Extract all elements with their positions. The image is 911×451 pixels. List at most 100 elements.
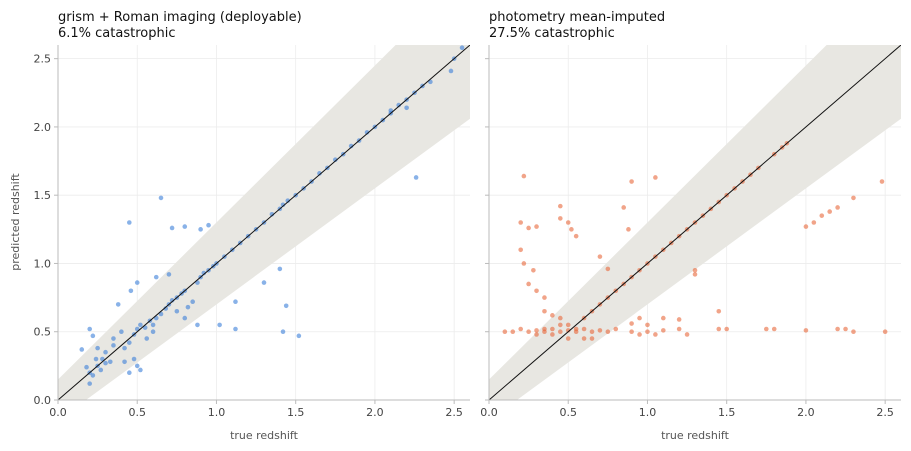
identity-line	[58, 45, 470, 400]
data-point	[95, 345, 100, 351]
data-point	[653, 175, 658, 180]
y-axis-label: predicted redshift	[9, 173, 22, 271]
data-point	[261, 280, 267, 285]
data-point	[518, 247, 523, 253]
data-point	[550, 332, 555, 337]
data-point	[581, 326, 587, 332]
data-point	[626, 227, 631, 232]
data-point	[521, 173, 527, 179]
data-point	[111, 336, 116, 341]
y-tick-label: 0.0	[34, 394, 52, 407]
x-axis-label: true redshift	[661, 429, 730, 442]
x-tick-label: 1.5	[287, 406, 305, 419]
data-point	[629, 321, 634, 326]
data-point	[518, 326, 523, 332]
data-point	[169, 225, 175, 231]
y-tick-label: 1.5	[34, 189, 52, 202]
data-point	[163, 306, 169, 311]
data-point	[280, 202, 286, 208]
y-tick-label: 2.5	[34, 53, 52, 66]
data-point	[285, 198, 291, 203]
data-point	[233, 326, 238, 332]
data-point	[565, 336, 571, 341]
data-point	[413, 175, 419, 180]
data-point	[127, 370, 132, 375]
data-point	[122, 359, 127, 365]
data-point	[531, 267, 536, 273]
data-point	[158, 195, 164, 201]
data-point	[115, 302, 121, 307]
data-point	[581, 336, 587, 341]
data-point	[150, 322, 156, 328]
data-point	[645, 329, 650, 335]
data-point	[605, 266, 611, 272]
y-tick-label: 2.0	[34, 121, 52, 134]
x-tick-label: 1.0	[639, 406, 657, 419]
data-point	[661, 315, 666, 321]
data-point	[90, 333, 96, 339]
data-point	[573, 326, 579, 332]
data-point	[637, 315, 642, 321]
data-point	[534, 332, 539, 337]
data-point	[629, 329, 634, 335]
data-point	[87, 326, 92, 332]
data-point	[296, 333, 302, 339]
data-point	[269, 212, 275, 217]
data-point	[526, 281, 531, 287]
data-point	[526, 329, 531, 335]
data-point	[542, 326, 547, 332]
x-tick-label: 0.5	[128, 406, 146, 419]
data-point	[521, 261, 527, 266]
data-point	[90, 373, 96, 378]
data-point	[127, 220, 132, 225]
data-point	[518, 220, 523, 225]
panel-title: grism + Roman imaging (deployable)	[58, 10, 302, 25]
data-point	[448, 68, 454, 74]
data-point	[589, 336, 595, 341]
data-point	[364, 130, 370, 135]
data-point	[348, 143, 354, 149]
data-point	[122, 345, 127, 351]
data-point	[558, 329, 563, 335]
data-point	[573, 233, 579, 239]
data-point	[629, 179, 634, 184]
data-point	[510, 329, 516, 335]
data-point	[134, 363, 140, 369]
data-point	[645, 322, 650, 328]
data-point	[198, 227, 203, 232]
data-point	[558, 203, 563, 209]
x-tick-label: 0.0	[49, 406, 67, 419]
y-tick-label: 0.5	[34, 326, 52, 339]
data-point	[803, 328, 809, 333]
x-tick-label: 2.0	[366, 406, 384, 419]
data-point	[771, 326, 777, 332]
data-point	[84, 364, 89, 370]
data-point	[764, 326, 769, 332]
data-point	[558, 322, 563, 328]
data-point	[819, 213, 825, 218]
data-point	[217, 322, 222, 328]
data-point	[459, 45, 465, 51]
plot-area	[489, 45, 901, 400]
data-point	[597, 328, 603, 333]
data-point	[87, 381, 92, 386]
data-point	[153, 274, 159, 280]
panel-left: grism + Roman imaging (deployable) 6.1% …	[9, 10, 470, 442]
data-point	[542, 308, 547, 314]
data-point	[835, 205, 840, 210]
data-point	[534, 224, 539, 229]
data-point	[835, 326, 840, 332]
data-point	[605, 329, 611, 335]
data-point	[534, 328, 539, 333]
data-point	[98, 367, 104, 373]
data-point	[190, 299, 195, 304]
data-point	[280, 329, 286, 335]
data-point	[127, 340, 132, 345]
x-tick-label: 2.0	[797, 406, 815, 419]
identity-line	[489, 45, 901, 400]
data-point	[138, 367, 143, 373]
data-point	[283, 303, 289, 309]
data-point	[811, 220, 817, 225]
data-point	[558, 315, 563, 321]
